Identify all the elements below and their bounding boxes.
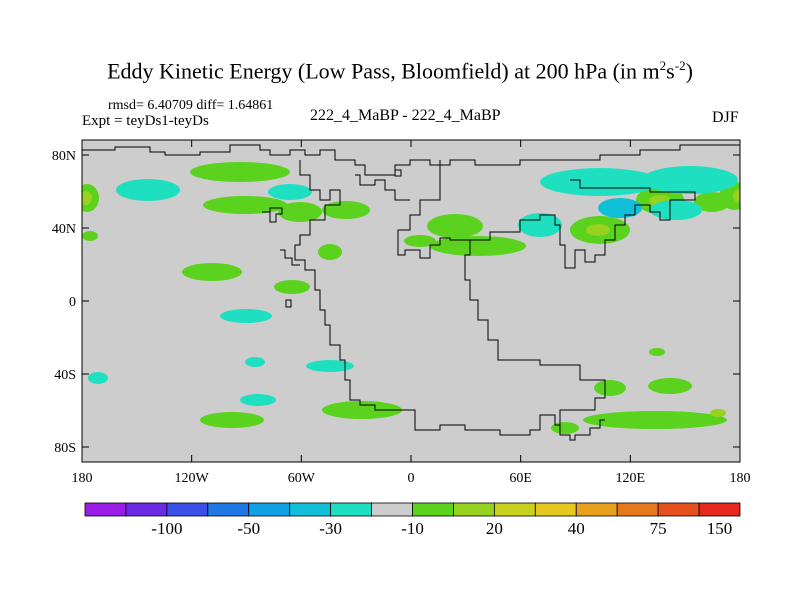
- colorbar-label: 20: [486, 519, 503, 538]
- field-patch: [278, 202, 322, 222]
- field-patch: [648, 378, 692, 394]
- colorbar-swatch: [698, 502, 741, 517]
- colorbar-swatch: [207, 502, 250, 517]
- field-patch: [540, 168, 660, 196]
- field-patch: [642, 166, 738, 194]
- field-patch: [306, 360, 354, 372]
- field-patch: [318, 244, 342, 260]
- field-patch: [274, 280, 310, 294]
- colorbar-label: -30: [319, 519, 342, 538]
- colorbar: -100 -50 -30 -10 20 40 75 150: [84, 502, 741, 538]
- axis-ticks: 80N 40N 0 40S 80S 180 120W 60W 0 60E 120E 180: [52, 140, 751, 486]
- field-patch: [430, 236, 526, 256]
- lon-tick-label: 120W: [175, 471, 210, 486]
- coastline-antarctic-land: [559, 419, 605, 441]
- coastline-hudson: [262, 207, 283, 223]
- coastlines: [82, 144, 740, 441]
- lon-tick-label: 120E: [616, 471, 646, 486]
- colorbar-swatch: [166, 502, 209, 517]
- field-patch: [88, 372, 108, 384]
- colorbar-swatch: [248, 502, 291, 517]
- field-patch: [203, 196, 287, 214]
- colorbar-label: 150: [707, 519, 733, 538]
- field-patch: [427, 214, 483, 238]
- field-patch: [190, 162, 290, 182]
- colorbar-swatch: [371, 502, 413, 517]
- field-patch: [322, 401, 402, 419]
- lon-tick-label: 60E: [509, 471, 532, 486]
- colorbar-swatch: [125, 502, 168, 517]
- field-patch: [583, 411, 727, 429]
- lon-tick-label: 180: [730, 471, 751, 486]
- coastline-asia-south: [470, 179, 696, 269]
- field-patch: [594, 380, 626, 396]
- colorbar-swatch: [330, 502, 372, 517]
- colorbar-label: -50: [237, 519, 260, 538]
- colorbar-label: -100: [151, 519, 182, 538]
- coastline-island: [285, 299, 292, 308]
- colorbar-swatch: [575, 502, 618, 517]
- stats-label: rmsd= 6.40709 diff= 1.64861: [108, 98, 274, 113]
- field-patch: [82, 191, 92, 205]
- colorbar-label: 40: [568, 519, 585, 538]
- lon-tick-label: 0: [408, 471, 415, 486]
- lat-tick-label: 40S: [54, 368, 76, 383]
- field-patch: [586, 224, 610, 236]
- field-patch: [245, 357, 265, 367]
- field-patch: [268, 184, 312, 200]
- colorbar-swatch: [453, 502, 495, 517]
- coastline-africa-eurasia: [395, 160, 606, 436]
- field-contours: [82, 162, 740, 434]
- lat-tick-label: 80S: [54, 441, 76, 456]
- coastline-north-america: [294, 160, 395, 411]
- field-patch: [322, 201, 370, 219]
- colorbar-swatch: [534, 502, 577, 517]
- field-patch: [200, 412, 264, 428]
- colorbar-swatch: [616, 502, 659, 517]
- field-patch: [650, 200, 702, 220]
- lat-tick-label: 0: [69, 295, 76, 310]
- field-patch: [710, 409, 726, 417]
- field-patch: [220, 309, 272, 323]
- lon-tick-label: 180: [72, 471, 93, 486]
- field-patch: [404, 235, 436, 247]
- colorbar-swatch: [84, 502, 127, 517]
- field-patch: [82, 231, 98, 241]
- colorbar-swatch: [493, 502, 536, 517]
- colorbar-swatch: [289, 502, 332, 517]
- coastline-central-america: [280, 249, 300, 266]
- field-patch: [649, 348, 665, 356]
- lat-tick-label: 80N: [52, 149, 76, 164]
- coastline-island: [394, 169, 402, 177]
- field-patch: [182, 263, 242, 281]
- coastline-north: [82, 144, 740, 176]
- coastline-greenland: [355, 174, 410, 201]
- lon-tick-label: 60W: [288, 471, 316, 486]
- lat-tick-label: 40N: [52, 222, 76, 237]
- center-label: 222_4_MaBP - 222_4_MaBP: [310, 107, 501, 124]
- colorbar-label: -10: [401, 519, 424, 538]
- colorbar-label: 75: [650, 519, 667, 538]
- season-label: DJF: [712, 109, 739, 126]
- field-patch: [518, 213, 562, 237]
- plot-title: Eddy Kinetic Energy (Low Pass, Bloomfiel…: [107, 58, 693, 84]
- field-patch: [733, 189, 740, 203]
- field-patch: [240, 394, 276, 406]
- field-patch: [598, 198, 642, 218]
- experiment-label: Expt = teyDs1-teyDs: [82, 113, 209, 129]
- colorbar-swatch: [412, 502, 454, 517]
- colorbar-swatch: [657, 502, 700, 517]
- field-patch: [116, 179, 180, 201]
